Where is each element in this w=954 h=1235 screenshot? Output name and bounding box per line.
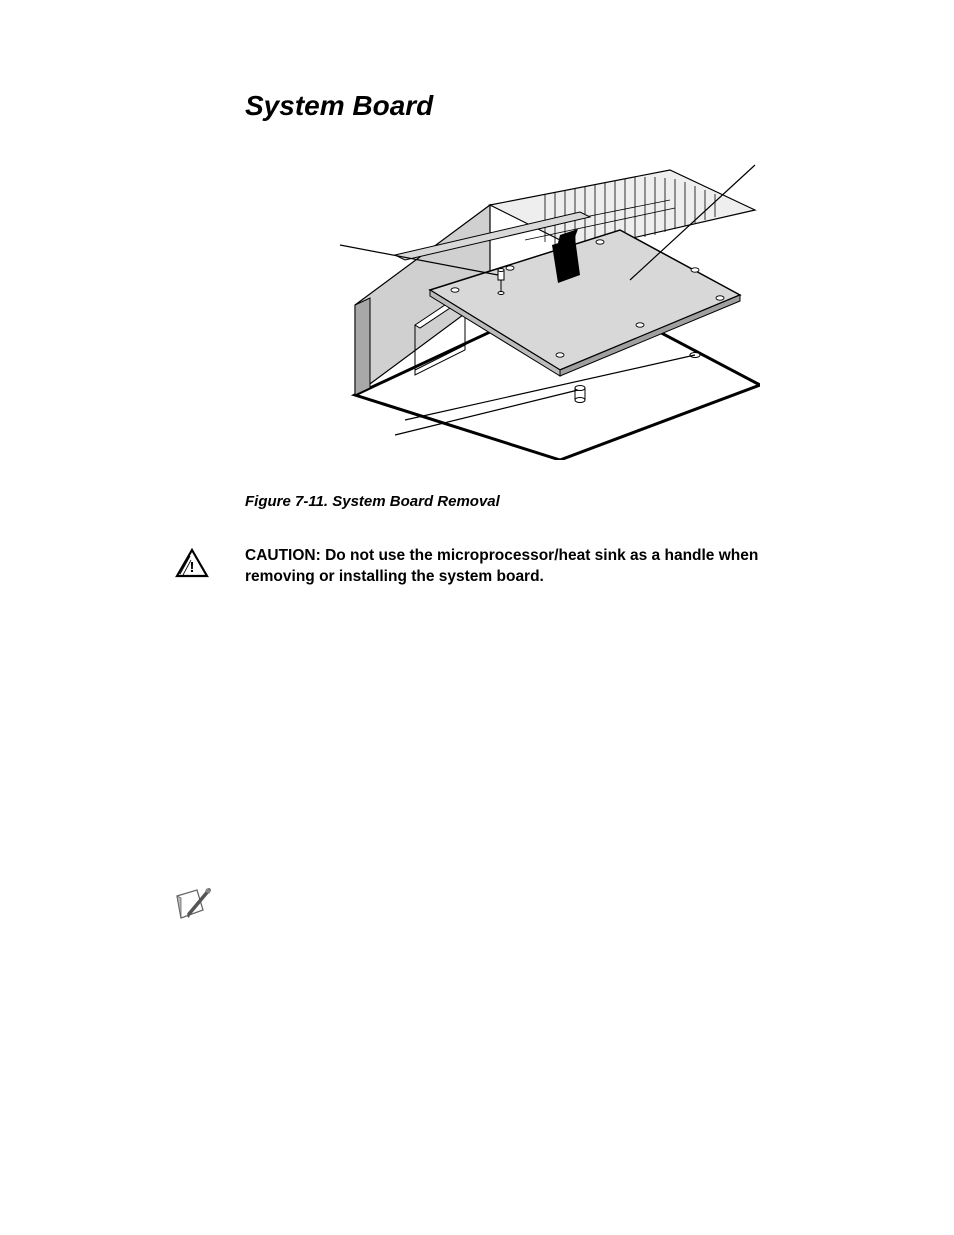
- caution-text: CAUTION: Do not use the microprocessor/h…: [245, 546, 805, 588]
- caution-label: CAUTION:: [245, 547, 321, 564]
- caution-body: Do not use the microprocessor/heat sink …: [245, 547, 758, 585]
- svg-text:!: !: [190, 559, 195, 576]
- figure-container: [300, 150, 760, 465]
- caution-icon: !: [175, 548, 209, 578]
- figure-caption: Figure 7-11. System Board Removal: [245, 493, 814, 510]
- section-title: System Board: [245, 90, 814, 122]
- system-board-diagram: [300, 150, 760, 460]
- caution-block: ! CAUTION: Do not use the microprocessor…: [175, 546, 814, 588]
- note-icon: [175, 888, 213, 920]
